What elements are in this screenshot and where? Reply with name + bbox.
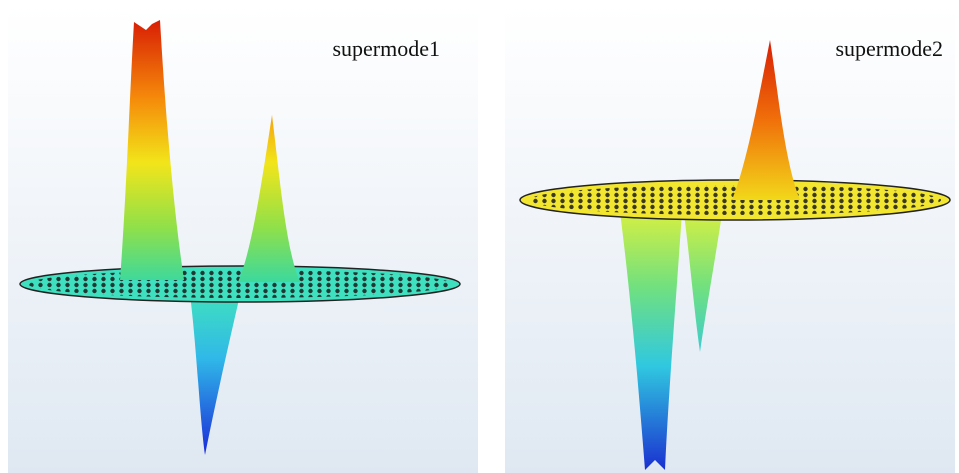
figure: supermode1 supermode2 — [0, 0, 959, 473]
panel-1: supermode1 — [8, 8, 478, 473]
page: supermode1 supermode2 (() => { const dat… — [0, 0, 959, 473]
panel-background — [505, 8, 955, 473]
panel-label: supermode2 — [835, 36, 943, 61]
panel-background — [8, 8, 478, 473]
panel-2: supermode2 — [505, 8, 955, 473]
panel-label: supermode1 — [332, 36, 440, 61]
fiber-holes — [28, 270, 452, 298]
